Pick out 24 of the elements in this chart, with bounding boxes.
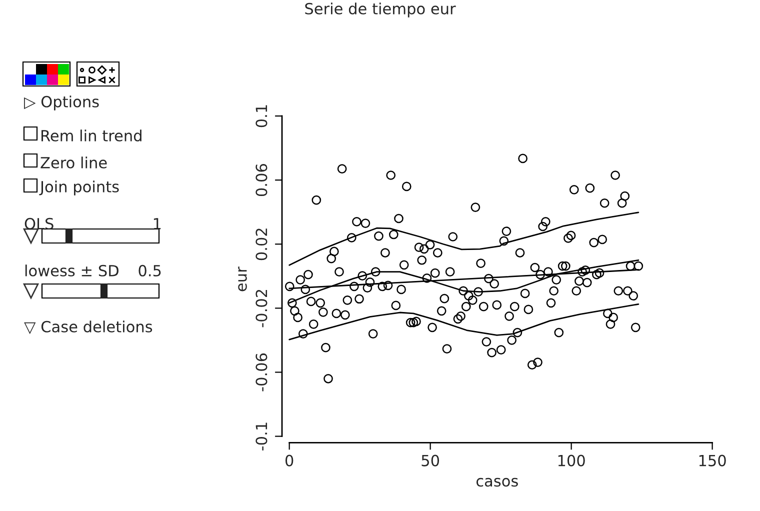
y-tick-label: -0.1 bbox=[256, 422, 268, 450]
text: ▽ Case deletions bbox=[24, 320, 152, 334]
x-tick-label: 50 bbox=[422, 454, 440, 466]
text: Join points bbox=[39, 180, 119, 196]
y-tick-label: 0.06 bbox=[256, 164, 268, 196]
text: 1 bbox=[154, 218, 161, 230]
y-axis-title: eur bbox=[238, 266, 247, 292]
text: 0.5 bbox=[138, 264, 161, 276]
text: Zero line bbox=[40, 156, 107, 168]
x-tick-label: 100 bbox=[558, 454, 585, 466]
x-tick-label: 0 bbox=[285, 454, 294, 466]
y-tick-label: -0.02 bbox=[256, 290, 268, 328]
y-tick-label: 0.02 bbox=[256, 228, 268, 260]
line-series bbox=[288, 212, 640, 266]
x-tick-label: 150 bbox=[699, 454, 726, 466]
y-tick-label: -0.06 bbox=[256, 353, 268, 392]
text: ▷ Options bbox=[24, 96, 99, 110]
line-series bbox=[288, 303, 640, 340]
text: Rem lin trend bbox=[42, 130, 142, 142]
chart-title: Serie de tiempo eur bbox=[305, 2, 456, 18]
x-axis-title: casos bbox=[476, 478, 518, 487]
y-tick-label: 0.1 bbox=[256, 105, 268, 128]
text: lowess ± SD bbox=[25, 264, 118, 276]
text: OLS bbox=[24, 218, 54, 230]
